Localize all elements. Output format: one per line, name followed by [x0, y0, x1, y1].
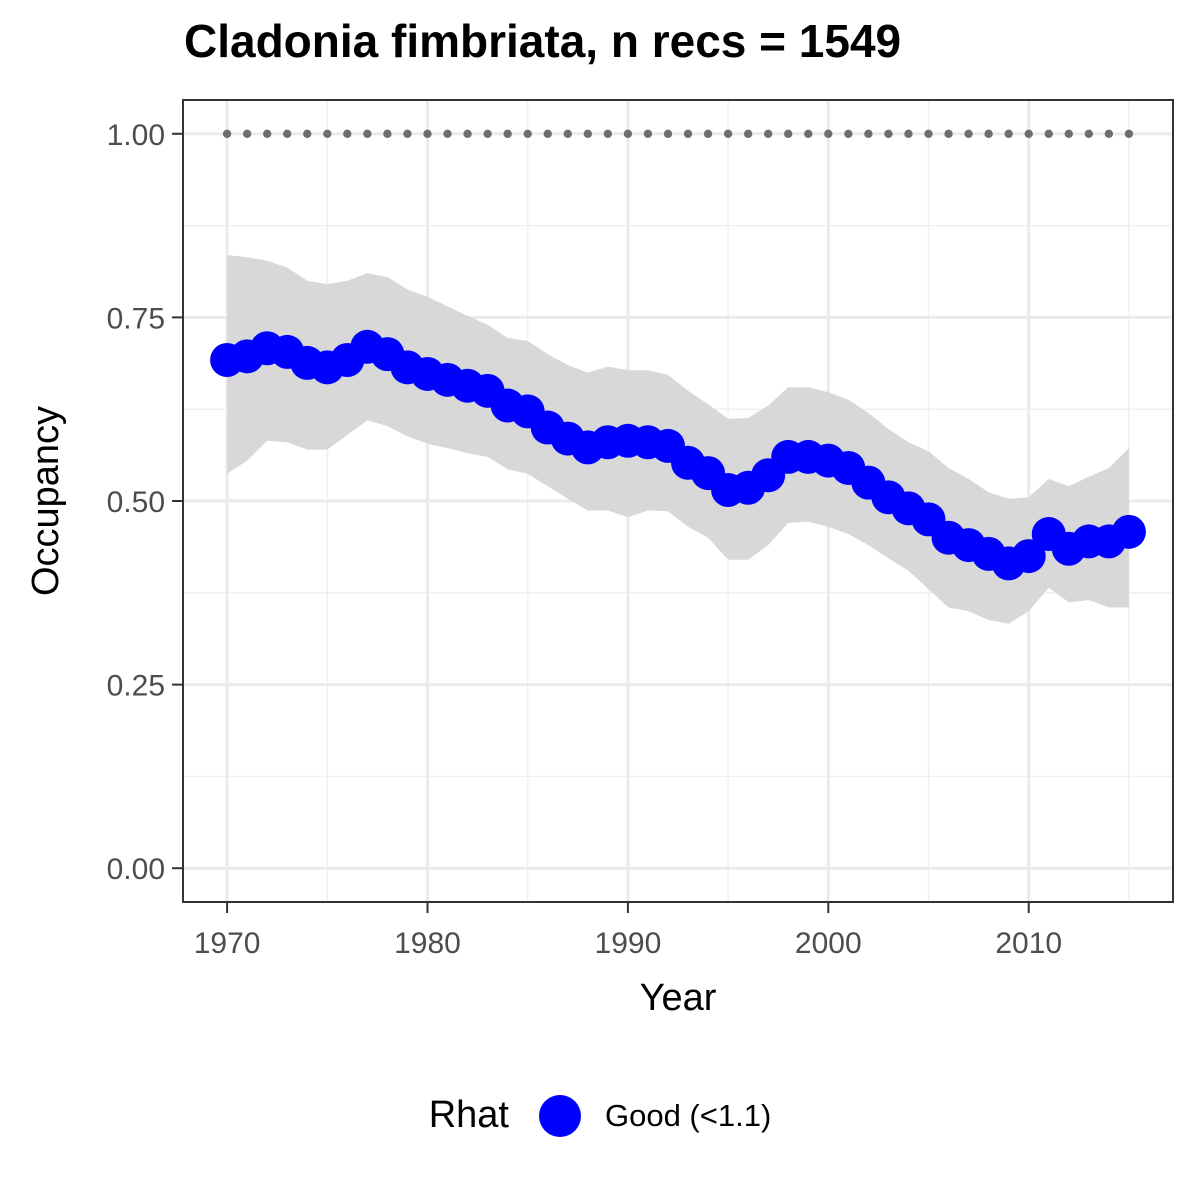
- occupancy-point: [1111, 514, 1146, 549]
- reference-dot: [523, 129, 532, 138]
- reference-dot: [924, 129, 933, 138]
- y-axis-ticks: 0.00 0.25 0.50 0.75 1.00: [107, 119, 183, 886]
- reference-dot: [864, 129, 873, 138]
- reference-dot: [443, 129, 452, 138]
- x-axis-ticks: 1970 1980 1990 2000 2010: [194, 902, 1062, 960]
- reference-dot: [623, 129, 633, 138]
- legend-key-circle: [538, 1094, 581, 1137]
- occupancy-plot: 1970 1980 1990 2000 2010 0.00 0.25 0.50 0.75 1.0…: [25, 99, 1174, 1019]
- reference-dot: [643, 129, 653, 138]
- reference-dot: [844, 129, 853, 138]
- legend: Rhat Good (<1.1): [0, 1094, 1200, 1137]
- reference-dot: [1124, 129, 1134, 138]
- y-tick-label: 0.75: [107, 302, 165, 335]
- y-tick-label: 1.00: [107, 119, 165, 152]
- reference-dot: [884, 129, 893, 138]
- y-tick-label: 0.50: [107, 486, 165, 519]
- reference-dot: [262, 129, 272, 138]
- x-tick-label: 1980: [394, 927, 461, 960]
- reference-dot: [804, 129, 813, 138]
- reference-dot: [763, 129, 773, 138]
- reference-dot: [583, 129, 593, 138]
- reference-dot: [944, 129, 953, 138]
- reference-dot: [303, 129, 312, 138]
- reference-dot: [1064, 129, 1073, 138]
- reference-dot: [723, 129, 733, 138]
- reference-dot: [1104, 129, 1114, 138]
- reference-dot: [1044, 129, 1053, 138]
- reference-dot: [824, 129, 833, 138]
- reference-dot: [904, 129, 913, 138]
- x-axis-label: Year: [640, 977, 717, 1019]
- reference-dot: [964, 129, 973, 138]
- reference-dot: [222, 129, 232, 138]
- x-tick-label: 1990: [595, 927, 662, 960]
- reference-dot: [543, 129, 552, 138]
- occupancy-point: [1011, 539, 1046, 574]
- y-tick-label: 0.00: [107, 853, 165, 886]
- x-tick-label: 2000: [795, 927, 862, 960]
- reference-line-dots: [222, 129, 1134, 138]
- occupancy-points: [210, 329, 1146, 581]
- legend-label: Good (<1.1): [604, 1097, 772, 1133]
- reference-dot: [1024, 129, 1033, 138]
- reference-dot: [242, 129, 252, 138]
- reference-dot: [683, 129, 693, 138]
- y-axis-label: Occupancy: [25, 406, 67, 596]
- reference-dot: [283, 129, 292, 138]
- reference-dot: [984, 129, 993, 138]
- reference-dot: [463, 129, 472, 138]
- reference-dot: [563, 129, 572, 138]
- reference-dot: [483, 129, 492, 138]
- reference-dot: [383, 129, 392, 138]
- reference-dot: [743, 129, 753, 138]
- reference-dot: [363, 129, 372, 138]
- reference-dot: [703, 129, 713, 138]
- reference-dot: [784, 129, 793, 138]
- legend-title: Rhat: [428, 1094, 509, 1136]
- reference-dot: [1004, 129, 1013, 138]
- reference-dot: [423, 129, 432, 138]
- reference-dot: [343, 129, 352, 138]
- chart-title: Cladonia fimbriata, n recs = 1549: [184, 15, 902, 67]
- x-tick-label: 1970: [194, 927, 261, 960]
- x-tick-label: 2010: [995, 927, 1062, 960]
- reference-dot: [323, 129, 332, 138]
- reference-dot: [1084, 129, 1094, 138]
- y-tick-label: 0.25: [107, 670, 165, 703]
- reference-dot: [663, 129, 673, 138]
- reference-dot: [403, 129, 412, 138]
- reference-dot: [503, 129, 512, 138]
- reference-dot: [603, 129, 613, 138]
